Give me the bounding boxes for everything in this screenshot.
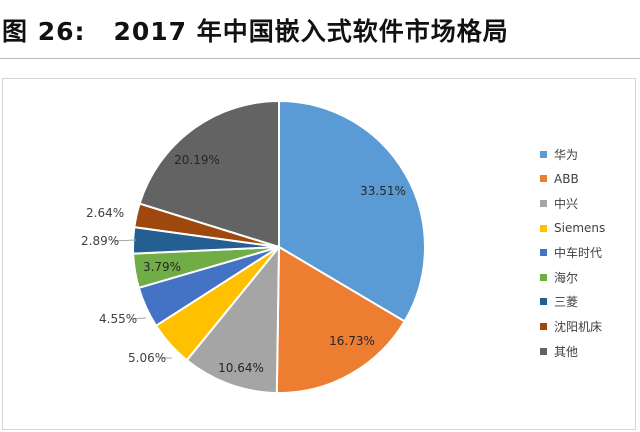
legend-swatch (540, 224, 547, 232)
legend-label: 华为 (554, 147, 579, 162)
legend-item-7: 三菱 (540, 290, 605, 315)
data-label-2: 16.73% (329, 334, 375, 348)
leader-line-5 (129, 317, 147, 320)
legend-item-3: 中兴 (540, 191, 605, 216)
legend-swatch (540, 150, 547, 158)
legend-label: ABB (554, 171, 579, 186)
data-label-9: 20.19% (174, 153, 220, 167)
legend-swatch (540, 347, 547, 355)
legend-item-2: ABB (540, 167, 605, 192)
legend-item-9: 其他 (540, 339, 605, 364)
legend-label: 三菱 (554, 295, 579, 310)
chart-area (2, 78, 636, 430)
pie-slice-9 (138, 100, 280, 248)
legend-label: 其他 (554, 344, 579, 359)
figure-header: 图 26: 2017 年中国嵌入式软件市场格局 (0, 0, 640, 59)
data-label-3: 10.64% (218, 361, 264, 375)
legend-label: 中兴 (554, 196, 579, 211)
chart-title: 图 26: 2017 年中国嵌入式软件市场格局 (2, 12, 509, 48)
legend-swatch (540, 175, 547, 183)
legend-label: 沈阳机床 (554, 319, 603, 334)
pie-slice-2 (275, 246, 406, 394)
legend-label: 中车时代 (554, 246, 603, 261)
legend-swatch (540, 298, 547, 306)
legend-item-1: 华为 (540, 142, 605, 167)
legend-item-4: Siemens (540, 216, 605, 241)
legend-swatch (540, 273, 547, 281)
pie-slice-3 (185, 246, 280, 394)
legend-label: Siemens (554, 221, 606, 236)
data-label-5: 4.55% (99, 312, 137, 326)
chart-legend: 华为 ABB 中兴 Siemens 中车时代海尔三菱沈阳机床其他 (540, 142, 605, 363)
figure-title: 2017 年中国嵌入式软件市场格局 (113, 17, 509, 46)
legend-swatch (540, 199, 547, 207)
legend-swatch (540, 249, 547, 257)
data-label-4: 5.06% (128, 351, 166, 365)
leader-line-7 (111, 239, 137, 242)
data-label-6: 3.79% (143, 260, 181, 274)
legend-swatch (540, 322, 547, 330)
data-label-1: 33.51% (360, 184, 406, 198)
legend-item-5: 中车时代 (540, 240, 605, 265)
legend-item-6: 海尔 (540, 265, 605, 290)
data-label-8: 2.64% (86, 206, 124, 220)
figure-label: 图 26: (2, 17, 86, 46)
pie-slice-1 (278, 100, 426, 323)
data-label-7: 2.89% (81, 234, 119, 248)
legend-item-8: 沈阳机床 (540, 314, 605, 339)
legend-label: 海尔 (554, 270, 579, 285)
